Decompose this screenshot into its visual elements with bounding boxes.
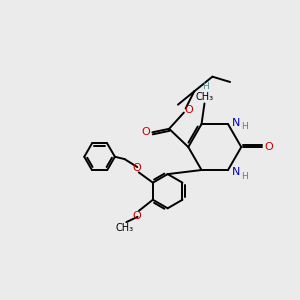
Text: O: O <box>264 142 273 152</box>
Text: N: N <box>232 118 241 128</box>
Text: O: O <box>141 127 150 137</box>
Text: H: H <box>202 82 209 91</box>
Text: CH₃: CH₃ <box>195 92 214 102</box>
Text: H: H <box>241 122 247 131</box>
Text: N: N <box>232 167 241 177</box>
Text: O: O <box>132 211 141 221</box>
Text: CH₃: CH₃ <box>116 223 134 233</box>
Text: O: O <box>132 163 141 172</box>
Text: O: O <box>185 105 194 115</box>
Text: H: H <box>241 172 247 181</box>
